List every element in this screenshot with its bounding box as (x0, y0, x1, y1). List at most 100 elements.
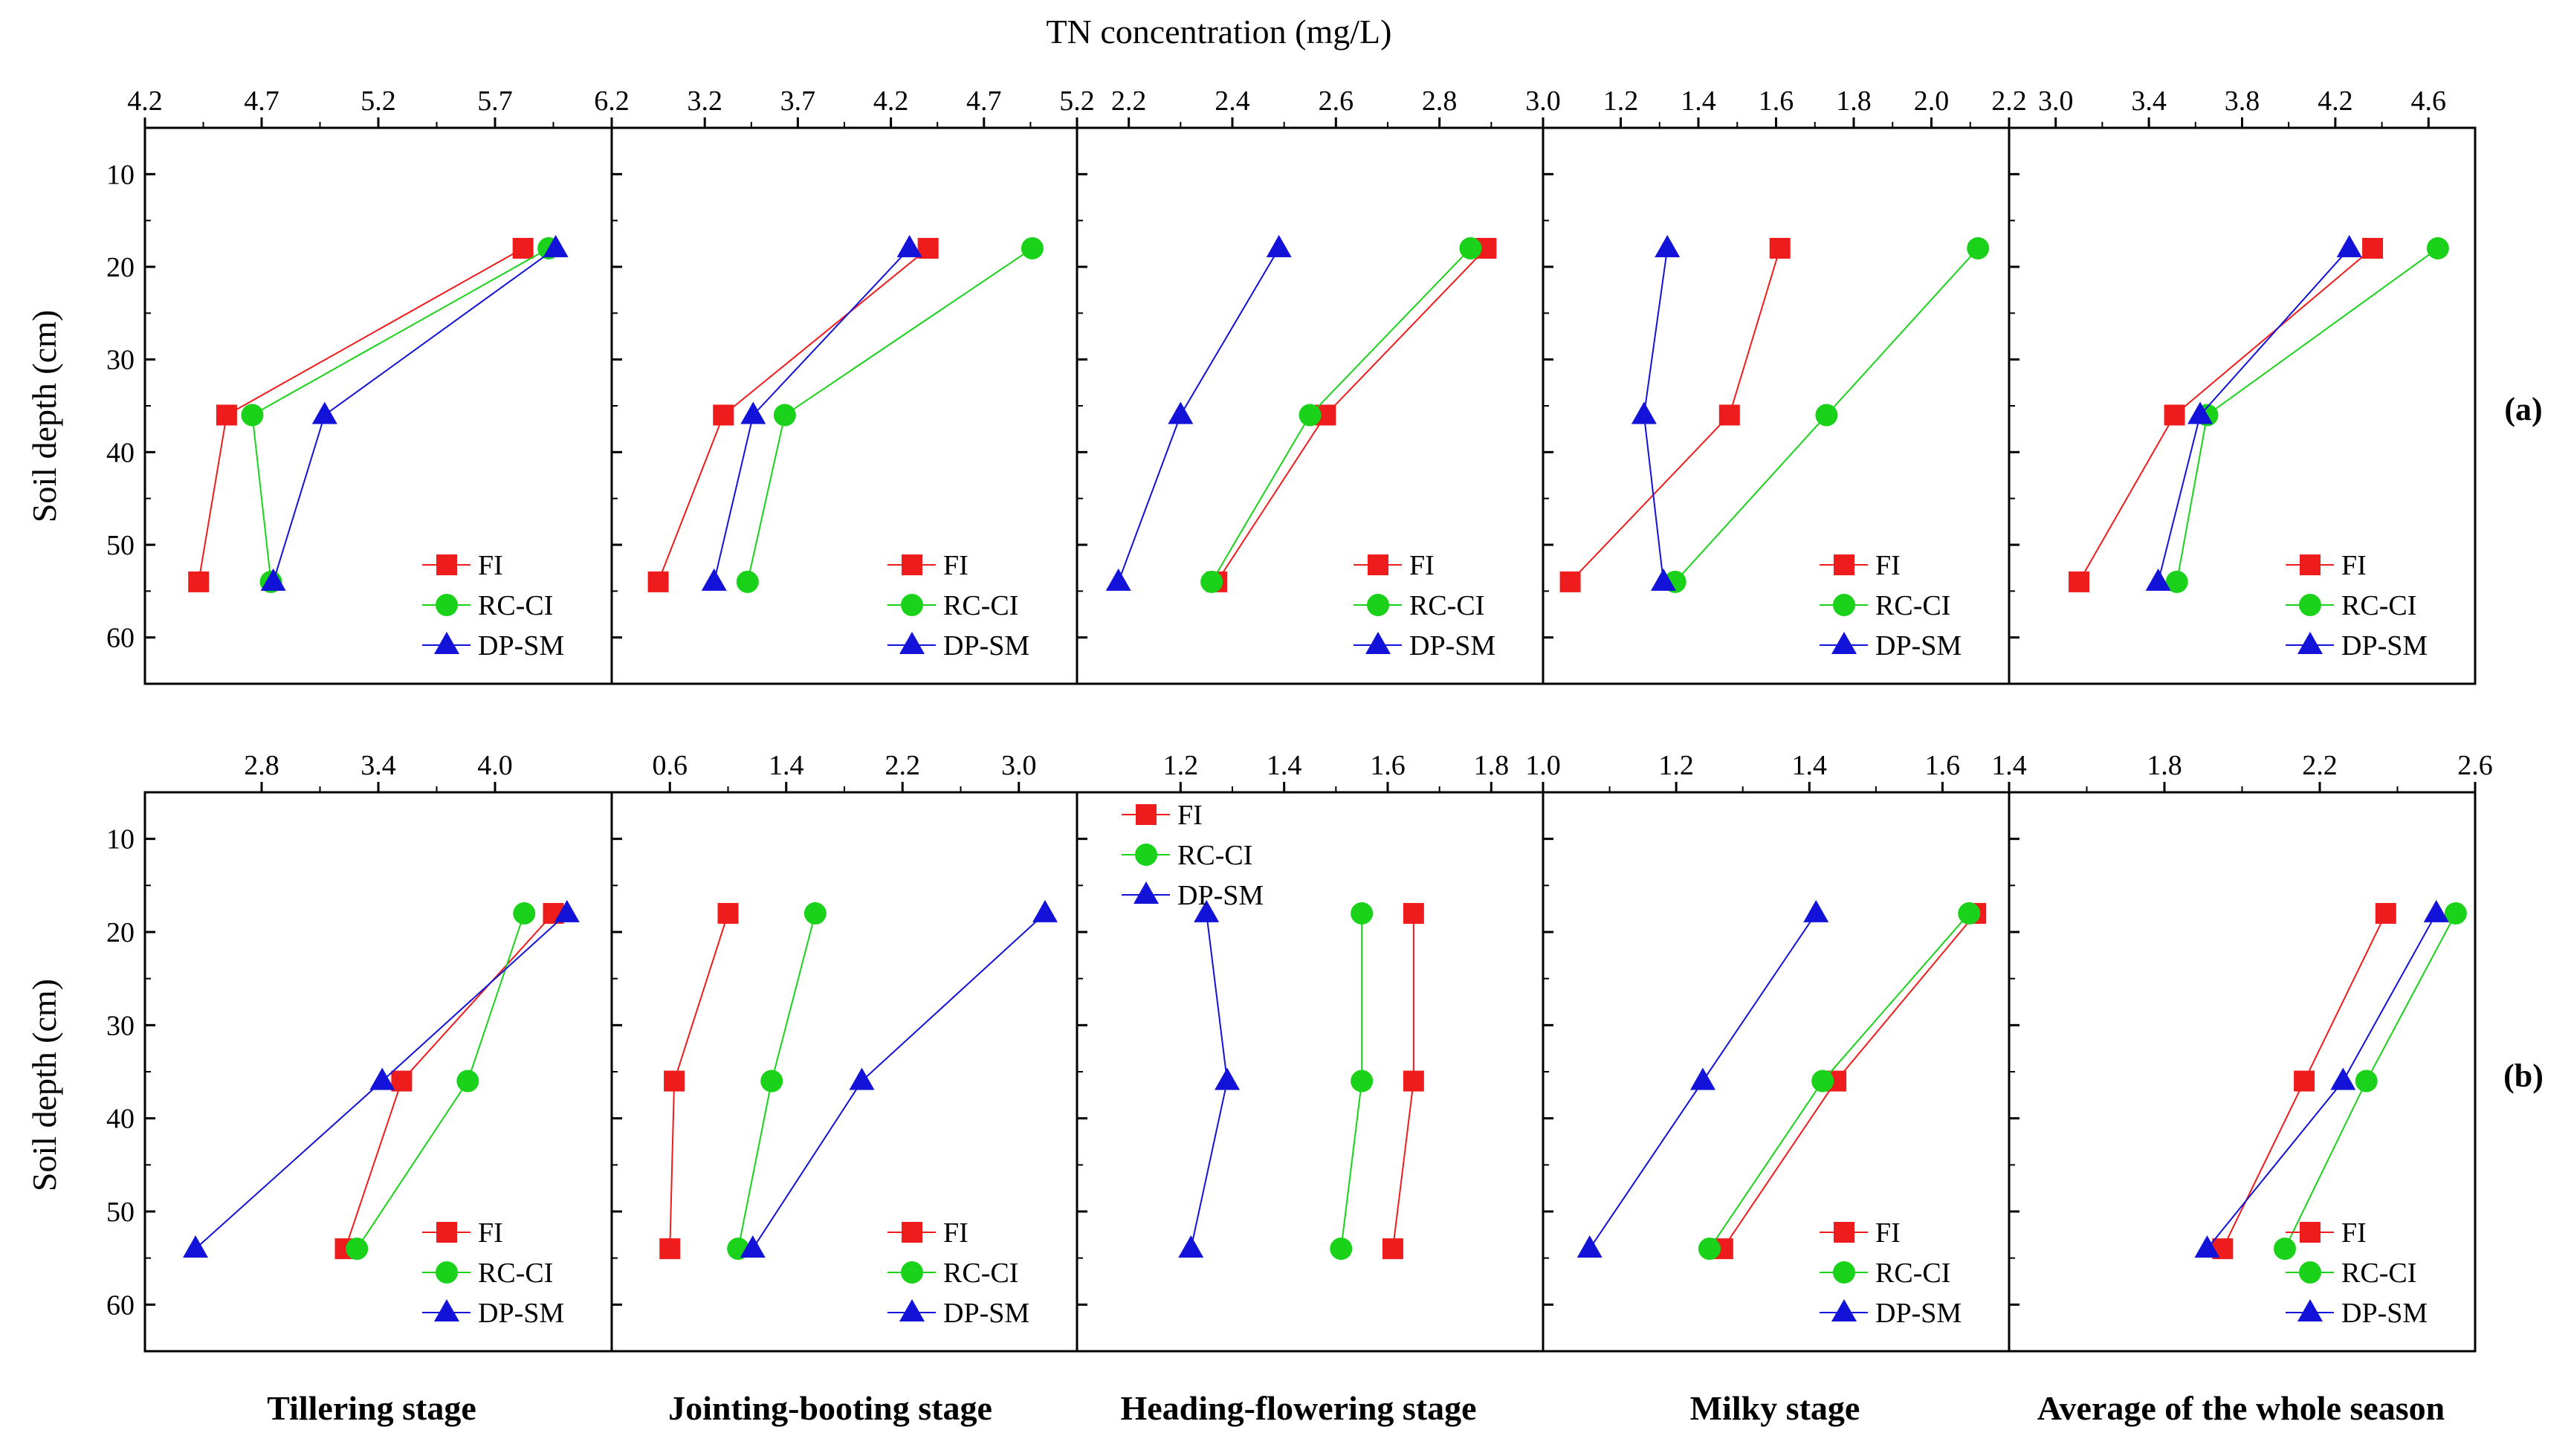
legend-marker-a-heading-flowering-stage-fi (1368, 554, 1388, 575)
xtick-label-a-jointing-booting-stage-4-2: 4.2 (873, 85, 909, 117)
panel-b-average-of-the-whole-season: 1.4 1.8 2.2 2.6 FI RC-CI DP-SM (1991, 750, 2493, 1353)
xtick-label-a-tillering-stage-5-7: 5.7 (477, 85, 513, 117)
point-b-tillering-stage-rc-ci-54 (346, 1237, 369, 1261)
point-b-jointing-booting-stage-dp-sm-54 (740, 1235, 766, 1258)
point-a-average-of-the-whole-season-dp-sm-54 (2145, 568, 2171, 591)
xtick-label-a-milky-stage-1-6: 1.6 (1759, 85, 1794, 117)
point-a-jointing-booting-stage-fi-54 (647, 571, 669, 592)
legend-label-a-milky-stage-dp-sm: DP-SM (1875, 630, 1962, 661)
point-a-jointing-booting-stage-dp-sm-36 (740, 401, 766, 424)
xtick-label-a-milky-stage-1-2: 1.2 (1603, 85, 1639, 117)
legend-label-a-tillering-stage-fi: FI (478, 550, 503, 581)
point-b-average-of-the-whole-season-fi-36 (2294, 1070, 2315, 1092)
point-a-jointing-booting-stage-fi-36 (713, 404, 734, 426)
legend-label-b-jointing-booting-stage-fi: FI (943, 1217, 968, 1249)
point-b-heading-flowering-stage-rc-ci-36 (1351, 1070, 1374, 1093)
xtick-label-a-tillering-stage-5-2: 5.2 (360, 85, 396, 117)
point-a-milky-stage-dp-sm-18 (1655, 235, 1681, 258)
series-line-b-jointing-booting-stage-dp-sm (751, 913, 1046, 1249)
point-a-jointing-booting-stage-rc-ci-54 (736, 570, 759, 593)
point-b-jointing-booting-stage-dp-sm-36 (849, 1067, 875, 1090)
xtick-label-a-heading-flowering-stage-3-0: 3.0 (1525, 85, 1561, 117)
ytick-label-a-tillering-stage-20: 20 (106, 252, 135, 283)
point-b-milky-stage-dp-sm-54 (1576, 1235, 1603, 1258)
series-line-a-tillering-stage-dp-sm (272, 247, 557, 583)
legend-marker-b-jointing-booting-stage-fi (902, 1222, 922, 1243)
legend-label-b-jointing-booting-stage-dp-sm: DP-SM (943, 1298, 1029, 1329)
legend-label-b-tillering-stage-fi: FI (478, 1217, 503, 1249)
point-a-average-of-the-whole-season-fi-36 (2164, 404, 2185, 426)
xtick-label-b-tillering-stage-4-0: 4.0 (477, 750, 513, 781)
point-a-jointing-booting-stage-dp-sm-54 (701, 568, 727, 591)
panel-a-milky-stage: 1.2 1.4 1.6 1.8 2.0 2.2 FI RC-CI DP-SM (1542, 85, 2027, 685)
point-b-average-of-the-whole-season-dp-sm-18 (2423, 899, 2449, 922)
legend-label-b-heading-flowering-stage-fi: FI (1177, 800, 1203, 831)
legend-label-a-tillering-stage-dp-sm: DP-SM (478, 630, 564, 661)
point-b-heading-flowering-stage-fi-36 (1403, 1070, 1424, 1092)
series-line-b-milky-stage-fi (1722, 913, 1976, 1249)
panel-a-average-of-the-whole-season: 3.0 3.4 3.8 4.2 4.6 FI RC-CI DP-SM (2008, 85, 2477, 685)
point-a-milky-stage-fi-18 (1769, 238, 1791, 259)
panel-a-jointing-booting-stage: 3.2 3.7 4.2 4.7 5.2 FI RC-CI DP-SM (610, 85, 1095, 685)
point-a-heading-flowering-stage-dp-sm-18 (1266, 235, 1292, 258)
panel-b-jointing-booting-stage: 0.6 1.4 2.2 3.0 FI RC-CI DP-SM (610, 750, 1078, 1353)
legend-label-a-tillering-stage-rc-ci: RC-CI (478, 590, 553, 621)
legend-marker-a-average-of-the-whole-season-dp-sm (2297, 632, 2323, 654)
legend-label-a-average-of-the-whole-season-dp-sm: DP-SM (2341, 630, 2428, 661)
ytick-label-a-tillering-stage-50: 50 (106, 530, 135, 561)
point-b-heading-flowering-stage-dp-sm-54 (1178, 1235, 1204, 1258)
point-a-jointing-booting-stage-rc-ci-18 (1021, 237, 1044, 260)
point-b-average-of-the-whole-season-fi-18 (2375, 902, 2396, 924)
stage-label-tillering: Tillering stage (267, 1389, 476, 1427)
xtick-label-b-tillering-stage-3-4: 3.4 (360, 750, 396, 781)
legend-marker-a-jointing-booting-stage-rc-ci (901, 594, 923, 616)
xtick-label-b-heading-flowering-stage-1-4: 1.4 (1267, 750, 1302, 781)
point-a-average-of-the-whole-season-dp-sm-36 (2187, 401, 2213, 424)
point-b-milky-stage-rc-ci-54 (1698, 1237, 1721, 1261)
xtick-label-a-milky-stage-1-8: 1.8 (1836, 85, 1872, 117)
legend-label-a-average-of-the-whole-season-rc-ci: RC-CI (2341, 590, 2416, 621)
row-label-b: (b) (2503, 1058, 2543, 1094)
point-b-tillering-stage-dp-sm-54 (183, 1235, 209, 1258)
series-line-a-average-of-the-whole-season-fi (2078, 247, 2373, 583)
legend-label-a-milky-stage-fi: FI (1875, 550, 1901, 581)
legend-label-b-tillering-stage-dp-sm: DP-SM (478, 1298, 564, 1329)
legend-label-b-average-of-the-whole-season-fi: FI (2341, 1217, 2367, 1249)
ylabel-row-b: Soil depth (cm) (25, 979, 63, 1191)
point-b-heading-flowering-stage-dp-sm-36 (1215, 1067, 1241, 1090)
legend-marker-b-milky-stage-rc-ci (1833, 1261, 1855, 1284)
legend-marker-b-heading-flowering-stage-fi (1136, 804, 1157, 825)
point-a-tillering-stage-dp-sm-18 (543, 235, 569, 258)
point-a-milky-stage-dp-sm-54 (1650, 568, 1676, 591)
xtick-label-b-jointing-booting-stage-2-2: 2.2 (885, 750, 921, 781)
xtick-label-b-average-of-the-whole-season-1-8: 1.8 (2147, 750, 2182, 781)
xtick-label-b-tillering-stage-2-8: 2.8 (244, 750, 279, 781)
ytick-label-b-tillering-stage-20: 20 (106, 917, 135, 948)
xtick-label-b-average-of-the-whole-season-2-2: 2.2 (2302, 750, 2338, 781)
legend-marker-a-tillering-stage-rc-ci (436, 594, 458, 616)
xtick-label-b-milky-stage-1-6: 1.6 (1925, 750, 1961, 781)
plot-area: 4.2 4.7 5.2 5.7 6.2102030405060FIRC-CIDP-SM3… (106, 85, 2493, 1353)
point-b-tillering-stage-dp-sm-36 (369, 1067, 395, 1090)
ytick-label-a-tillering-stage-40: 40 (106, 437, 135, 468)
legend-label-b-milky-stage-dp-sm: DP-SM (1875, 1298, 1962, 1329)
point-a-milky-stage-fi-54 (1559, 571, 1581, 592)
xtick-label-a-tillering-stage-4-2: 4.2 (127, 85, 163, 117)
point-a-milky-stage-fi-36 (1718, 404, 1740, 426)
point-b-milky-stage-rc-ci-36 (1811, 1070, 1834, 1093)
panel-a-tillering-stage: 4.2 4.7 5.2 5.7 6.2 10 20 30 40 50 60 FI RC-CI DP-SM (106, 85, 630, 685)
point-a-milky-stage-dp-sm-36 (1631, 401, 1657, 424)
legend-marker-b-heading-flowering-stage-rc-ci (1135, 844, 1157, 866)
ytick-label-a-tillering-stage-30: 30 (106, 345, 135, 376)
legend-marker-a-milky-stage-fi (1834, 554, 1854, 575)
series-line-a-jointing-booting-stage-dp-sm (713, 247, 911, 583)
series-line-a-heading-flowering-stage-fi (1216, 247, 1487, 583)
xtick-label-a-milky-stage-1-4: 1.4 (1681, 85, 1716, 117)
legend-label-b-tillering-stage-rc-ci: RC-CI (478, 1258, 553, 1289)
xtick-label-a-average-of-the-whole-season-3-4: 3.4 (2131, 85, 2167, 117)
xtick-label-a-tillering-stage-6-2: 6.2 (594, 85, 630, 117)
ytick-label-a-tillering-stage-10: 10 (106, 159, 135, 190)
point-b-heading-flowering-stage-rc-ci-54 (1330, 1237, 1353, 1261)
point-a-heading-flowering-stage-rc-ci-36 (1299, 404, 1322, 427)
point-b-average-of-the-whole-season-dp-sm-54 (2194, 1235, 2220, 1258)
